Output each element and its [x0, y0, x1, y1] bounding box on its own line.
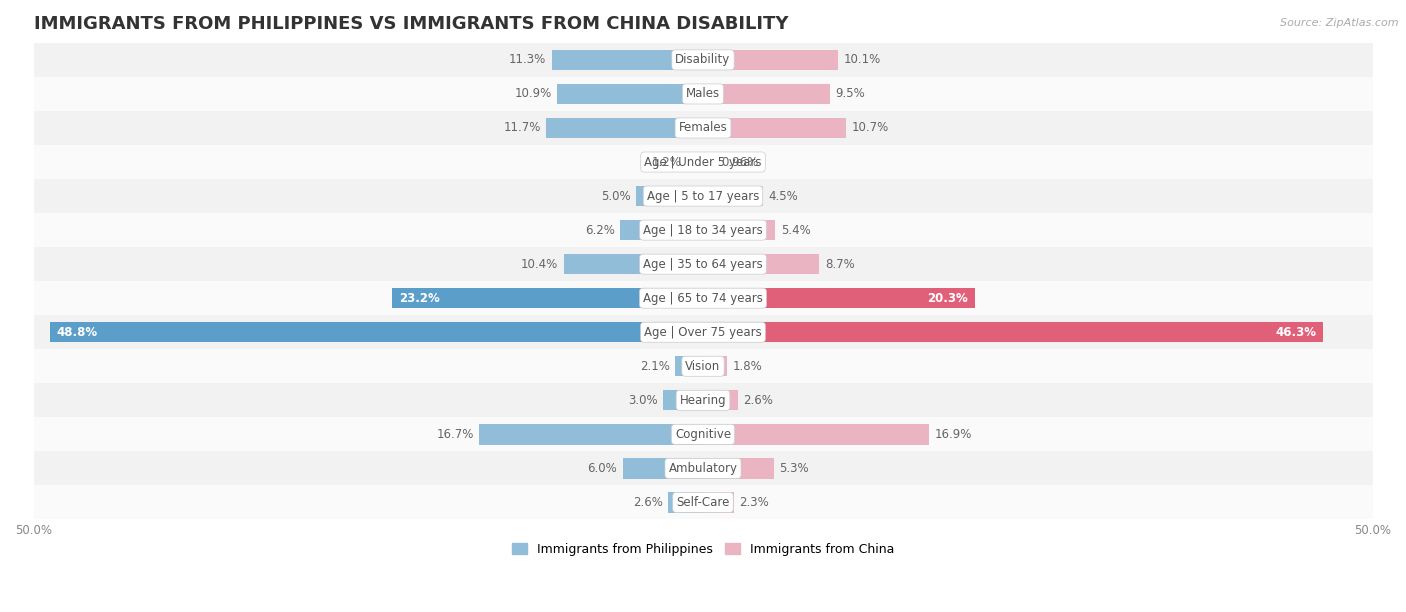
Text: 11.3%: 11.3% — [509, 53, 547, 67]
Bar — [479, 424, 703, 444]
Bar — [34, 417, 1372, 451]
Bar — [34, 77, 1372, 111]
Bar — [34, 485, 1372, 520]
Bar — [564, 254, 703, 274]
Bar — [34, 145, 1372, 179]
Text: Self-Care: Self-Care — [676, 496, 730, 509]
Bar — [703, 84, 830, 104]
Bar — [547, 118, 703, 138]
Bar — [34, 281, 1372, 315]
Text: 10.4%: 10.4% — [522, 258, 558, 271]
Text: 20.3%: 20.3% — [928, 292, 969, 305]
Text: Vision: Vision — [685, 360, 721, 373]
Bar — [703, 254, 820, 274]
Bar — [662, 390, 703, 411]
Bar — [636, 186, 703, 206]
Text: 8.7%: 8.7% — [825, 258, 855, 271]
Bar — [703, 390, 738, 411]
Bar — [34, 213, 1372, 247]
Bar — [557, 84, 703, 104]
Bar — [703, 50, 838, 70]
Bar — [34, 111, 1372, 145]
Bar — [703, 458, 773, 479]
Text: 10.9%: 10.9% — [515, 88, 551, 100]
Text: Hearing: Hearing — [679, 394, 727, 407]
Bar — [703, 424, 929, 444]
Bar — [34, 451, 1372, 485]
Text: 6.2%: 6.2% — [585, 223, 614, 237]
Bar — [703, 186, 763, 206]
Text: Age | Over 75 years: Age | Over 75 years — [644, 326, 762, 338]
Bar — [703, 322, 1323, 342]
Text: 46.3%: 46.3% — [1275, 326, 1316, 338]
Bar — [703, 492, 734, 513]
Text: 23.2%: 23.2% — [399, 292, 440, 305]
Text: Ambulatory: Ambulatory — [668, 462, 738, 475]
Bar — [392, 288, 703, 308]
Text: 2.6%: 2.6% — [633, 496, 662, 509]
Bar — [703, 152, 716, 172]
Text: Females: Females — [679, 121, 727, 135]
Text: 48.8%: 48.8% — [56, 326, 97, 338]
Text: 4.5%: 4.5% — [769, 190, 799, 203]
Text: 1.8%: 1.8% — [733, 360, 762, 373]
Text: 10.7%: 10.7% — [852, 121, 889, 135]
Bar — [34, 383, 1372, 417]
Text: 1.2%: 1.2% — [652, 155, 682, 168]
Text: 2.1%: 2.1% — [640, 360, 669, 373]
Bar — [623, 458, 703, 479]
Text: Cognitive: Cognitive — [675, 428, 731, 441]
Bar — [34, 315, 1372, 349]
Bar — [620, 220, 703, 241]
Bar — [688, 152, 703, 172]
Bar — [703, 288, 974, 308]
Text: Disability: Disability — [675, 53, 731, 67]
Bar — [703, 220, 775, 241]
Bar — [34, 247, 1372, 281]
Text: Source: ZipAtlas.com: Source: ZipAtlas.com — [1281, 18, 1399, 28]
Text: IMMIGRANTS FROM PHILIPPINES VS IMMIGRANTS FROM CHINA DISABILITY: IMMIGRANTS FROM PHILIPPINES VS IMMIGRANT… — [34, 15, 787, 33]
Bar — [49, 322, 703, 342]
Text: 11.7%: 11.7% — [503, 121, 541, 135]
Text: Males: Males — [686, 88, 720, 100]
Bar — [34, 43, 1372, 77]
Legend: Immigrants from Philippines, Immigrants from China: Immigrants from Philippines, Immigrants … — [506, 538, 900, 561]
Bar — [34, 179, 1372, 213]
Text: 2.6%: 2.6% — [744, 394, 773, 407]
Text: 16.7%: 16.7% — [437, 428, 474, 441]
Text: Age | Under 5 years: Age | Under 5 years — [644, 155, 762, 168]
Text: 0.96%: 0.96% — [721, 155, 758, 168]
Text: Age | 18 to 34 years: Age | 18 to 34 years — [643, 223, 763, 237]
Bar — [34, 349, 1372, 383]
Text: 6.0%: 6.0% — [588, 462, 617, 475]
Text: Age | 35 to 64 years: Age | 35 to 64 years — [643, 258, 763, 271]
Bar — [675, 356, 703, 376]
Bar — [668, 492, 703, 513]
Text: 16.9%: 16.9% — [935, 428, 972, 441]
Text: 5.0%: 5.0% — [602, 190, 631, 203]
Text: 9.5%: 9.5% — [835, 88, 865, 100]
Bar — [703, 118, 846, 138]
Text: Age | 65 to 74 years: Age | 65 to 74 years — [643, 292, 763, 305]
Bar — [703, 356, 727, 376]
Text: 10.1%: 10.1% — [844, 53, 880, 67]
Bar — [551, 50, 703, 70]
Text: 3.0%: 3.0% — [628, 394, 658, 407]
Text: Age | 5 to 17 years: Age | 5 to 17 years — [647, 190, 759, 203]
Text: 2.3%: 2.3% — [740, 496, 769, 509]
Text: 5.3%: 5.3% — [779, 462, 808, 475]
Text: 5.4%: 5.4% — [780, 223, 810, 237]
